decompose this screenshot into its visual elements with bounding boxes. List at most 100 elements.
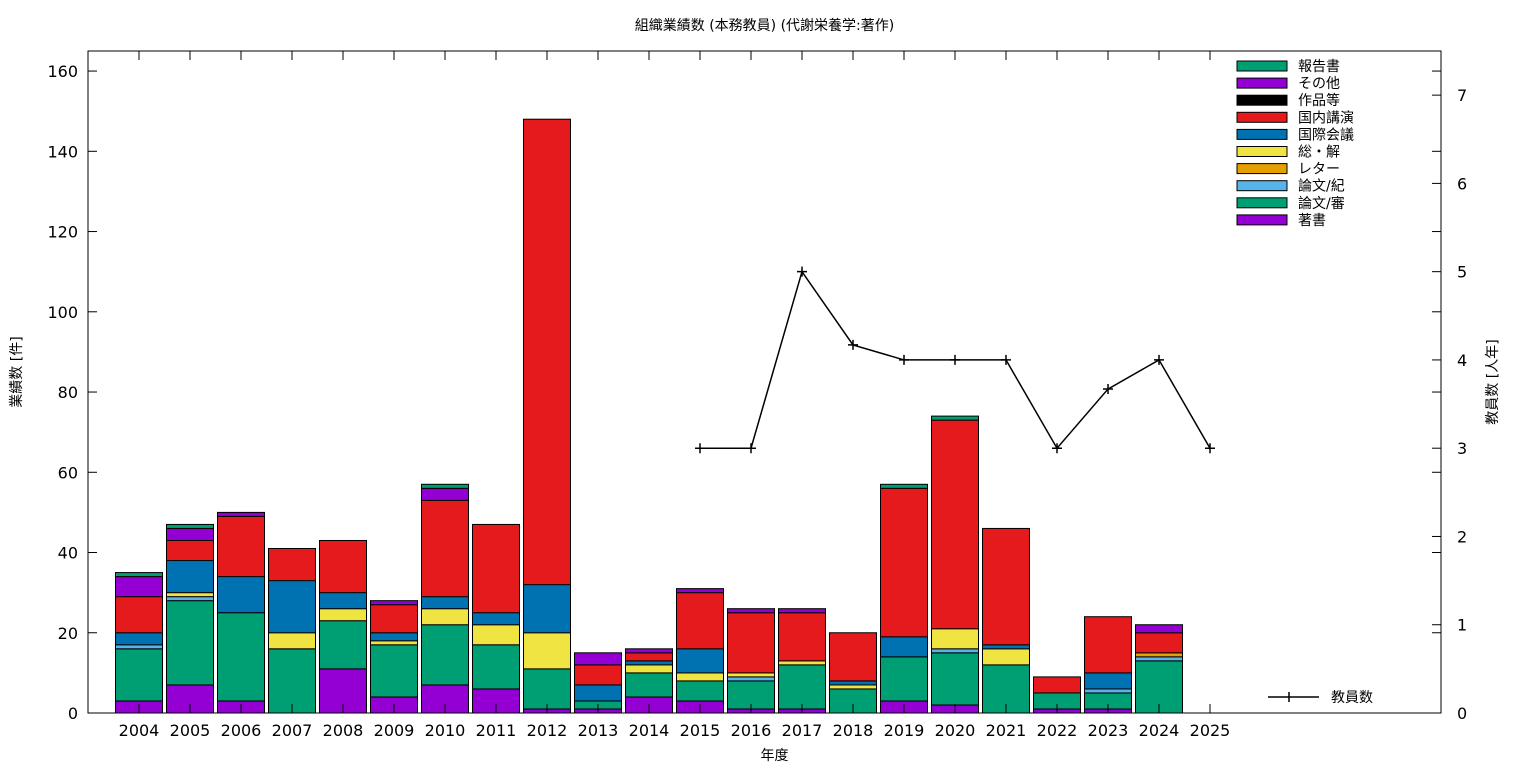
bar-segment bbox=[166, 523, 214, 529]
bar-segment bbox=[472, 624, 520, 646]
bar-segment bbox=[1084, 672, 1132, 690]
line-point bbox=[797, 266, 807, 277]
bar-segment bbox=[268, 648, 316, 714]
bar-segment bbox=[727, 676, 775, 682]
bar-segment bbox=[370, 632, 418, 642]
bar-segment bbox=[115, 596, 163, 634]
y-axis-label: 業績数 [件] bbox=[9, 336, 25, 407]
bar-segment bbox=[370, 600, 418, 606]
bar-segment bbox=[727, 612, 775, 674]
legend-label: 国内講演 bbox=[1298, 110, 1354, 126]
bar-segment bbox=[829, 632, 877, 682]
x-tick-label: 2019 bbox=[884, 721, 925, 740]
x-tick-label: 2004 bbox=[119, 721, 160, 740]
bar-segment bbox=[931, 628, 979, 650]
bar-segment bbox=[319, 620, 367, 670]
x-tick-label: 2012 bbox=[527, 721, 568, 740]
bar-segment bbox=[217, 515, 265, 578]
x-tick-label: 2017 bbox=[782, 721, 823, 740]
bar-segment bbox=[574, 664, 622, 686]
bar-segment bbox=[1084, 688, 1132, 694]
bar-segment bbox=[115, 644, 163, 650]
legend-swatch bbox=[1236, 163, 1288, 175]
bar-segment bbox=[523, 632, 571, 670]
bar-segment bbox=[166, 592, 214, 598]
bar-segment bbox=[931, 652, 979, 706]
y-tick-label: 160 bbox=[47, 62, 78, 81]
x-tick-label: 2022 bbox=[1037, 721, 1078, 740]
legend-swatch bbox=[1236, 60, 1288, 72]
bar-segment bbox=[880, 483, 928, 489]
bar-segment bbox=[421, 596, 469, 610]
legend-label: 論文/紀 bbox=[1298, 179, 1345, 195]
bar-segment bbox=[217, 612, 265, 702]
bar-segment bbox=[1084, 616, 1132, 674]
bar-segment bbox=[1033, 676, 1081, 694]
legend-swatch bbox=[1236, 146, 1288, 157]
bar-segment bbox=[472, 612, 520, 626]
bar-segment bbox=[523, 584, 571, 634]
x-tick-label: 2024 bbox=[1139, 721, 1180, 740]
y-tick-label: 20 bbox=[58, 624, 78, 643]
bar-segment bbox=[217, 511, 265, 517]
x-tick-label: 2021 bbox=[986, 721, 1027, 740]
bar-segment bbox=[523, 118, 571, 586]
line-point bbox=[1103, 384, 1113, 395]
bar-segment bbox=[166, 596, 214, 602]
bar-segment bbox=[574, 684, 622, 702]
bar-segment bbox=[319, 608, 367, 622]
x-tick-label: 2005 bbox=[170, 721, 211, 740]
bar-segment bbox=[1135, 656, 1183, 662]
bar-segment bbox=[421, 624, 469, 686]
bar-segment bbox=[676, 648, 724, 674]
line-point bbox=[746, 443, 756, 454]
y2-tick-label: 5 bbox=[1457, 263, 1467, 282]
line-point bbox=[950, 354, 960, 365]
y-tick-label: 40 bbox=[58, 544, 78, 563]
line-point bbox=[1052, 443, 1062, 454]
plot-frame bbox=[87, 50, 1442, 714]
bar-segment bbox=[217, 576, 265, 614]
bar-segment bbox=[982, 527, 1030, 646]
bar-segment bbox=[625, 652, 673, 662]
legend-swatch bbox=[1236, 94, 1288, 106]
x-tick-label: 2023 bbox=[1088, 721, 1129, 740]
bar-segment bbox=[421, 608, 469, 626]
legend-label: 論文/審 bbox=[1298, 196, 1345, 212]
bar-segment bbox=[319, 592, 367, 610]
legend-swatch bbox=[1236, 111, 1288, 123]
x-tick-label: 2010 bbox=[425, 721, 466, 740]
x-tick-label: 2016 bbox=[731, 721, 772, 740]
x-tick-label: 2009 bbox=[374, 721, 415, 740]
x-tick-label: 2011 bbox=[476, 721, 517, 740]
line-point bbox=[1154, 354, 1164, 365]
y2-tick-label: 6 bbox=[1457, 174, 1467, 193]
bar-segment bbox=[778, 664, 826, 710]
bar-segment bbox=[1135, 624, 1183, 634]
legend-swatch bbox=[1236, 214, 1288, 226]
bar-segment bbox=[370, 604, 418, 634]
x-tick-label: 2015 bbox=[680, 721, 721, 740]
bar-segment bbox=[982, 648, 1030, 666]
x-tick-label: 2018 bbox=[833, 721, 874, 740]
legend-label: 報告書 bbox=[1298, 59, 1340, 75]
bar-segment bbox=[625, 660, 673, 666]
legend-label: 国際会議 bbox=[1298, 126, 1354, 143]
bar-segment bbox=[574, 652, 622, 666]
bar-segment bbox=[982, 644, 1030, 650]
bar-segment bbox=[625, 672, 673, 698]
bar-segment bbox=[268, 580, 316, 634]
bar-segment bbox=[829, 680, 877, 686]
bar-segment bbox=[370, 640, 418, 646]
bar-segment bbox=[778, 612, 826, 662]
bar-segment bbox=[931, 419, 979, 630]
line-point bbox=[695, 443, 705, 454]
bar-segment bbox=[166, 539, 214, 562]
bar-segment bbox=[625, 664, 673, 674]
legend-label: 作品等 bbox=[1298, 92, 1340, 109]
x-axis-label: 年度 bbox=[761, 748, 789, 764]
y-tick-label: 80 bbox=[58, 383, 78, 402]
bar-segment bbox=[880, 636, 928, 658]
legend-swatch bbox=[1236, 77, 1288, 89]
